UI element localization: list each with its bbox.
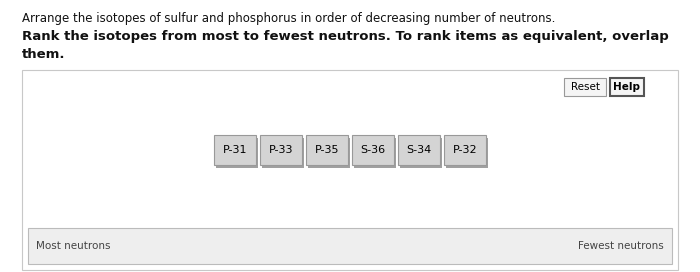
Bar — [446, 138, 488, 168]
Text: Rank the isotopes from most to fewest neutrons. To rank items as equivalent, ove: Rank the isotopes from most to fewest ne… — [22, 30, 668, 43]
Bar — [306, 135, 348, 165]
Text: P-31: P-31 — [223, 145, 247, 155]
Bar — [564, 78, 606, 96]
Text: them.: them. — [22, 48, 66, 61]
Bar — [308, 138, 350, 168]
Bar — [262, 138, 304, 168]
Text: S-34: S-34 — [407, 145, 432, 155]
Text: Most neutrons: Most neutrons — [36, 241, 111, 251]
Text: P-35: P-35 — [315, 145, 340, 155]
Text: P-33: P-33 — [269, 145, 293, 155]
Bar — [610, 78, 644, 96]
Bar — [354, 138, 396, 168]
Bar — [352, 135, 394, 165]
Text: P-32: P-32 — [453, 145, 477, 155]
Text: Arrange the isotopes of sulfur and phosphorus in order of decreasing number of n: Arrange the isotopes of sulfur and phosp… — [22, 12, 555, 25]
Text: Help: Help — [613, 82, 641, 92]
Bar — [216, 138, 258, 168]
Text: Reset: Reset — [570, 82, 599, 92]
Bar — [22, 70, 678, 270]
Text: Fewest neutrons: Fewest neutrons — [578, 241, 664, 251]
Bar — [214, 135, 256, 165]
Bar — [260, 135, 302, 165]
Text: S-36: S-36 — [360, 145, 386, 155]
Bar — [444, 135, 486, 165]
Bar — [400, 138, 442, 168]
Bar — [28, 228, 672, 264]
Bar — [398, 135, 440, 165]
